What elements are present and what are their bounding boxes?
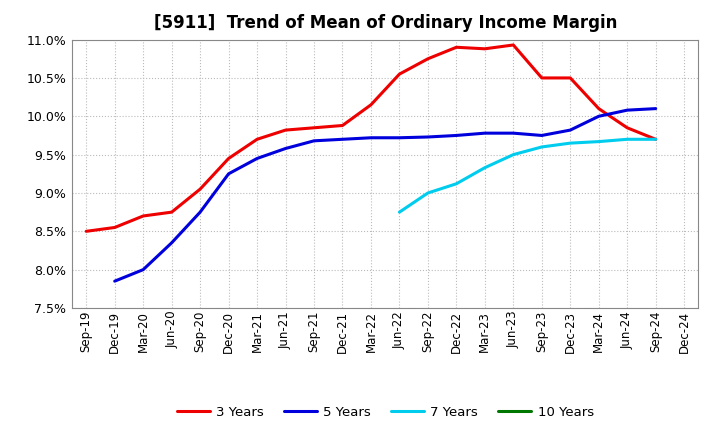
- 3 Years: [537, 75, 546, 81]
- 3 Years: [395, 71, 404, 77]
- 3 Years: [110, 225, 119, 230]
- 5 Years: [452, 133, 461, 138]
- 3 Years: [253, 137, 261, 142]
- 5 Years: [623, 107, 631, 113]
- 5 Years: [509, 131, 518, 136]
- 7 Years: [395, 209, 404, 215]
- 3 Years: [480, 46, 489, 51]
- 3 Years: [225, 156, 233, 161]
- 3 Years: [310, 125, 318, 130]
- 7 Years: [566, 140, 575, 146]
- 5 Years: [167, 240, 176, 246]
- 3 Years: [366, 102, 375, 107]
- 3 Years: [452, 44, 461, 50]
- 5 Years: [253, 156, 261, 161]
- 7 Years: [480, 165, 489, 170]
- Line: 3 Years: 3 Years: [86, 45, 656, 231]
- 5 Years: [652, 106, 660, 111]
- 5 Years: [480, 131, 489, 136]
- 5 Years: [338, 137, 347, 142]
- Line: 5 Years: 5 Years: [114, 109, 656, 281]
- 3 Years: [566, 75, 575, 81]
- Title: [5911]  Trend of Mean of Ordinary Income Margin: [5911] Trend of Mean of Ordinary Income …: [153, 15, 617, 33]
- 5 Years: [595, 114, 603, 119]
- 3 Years: [595, 106, 603, 111]
- 7 Years: [452, 181, 461, 187]
- 5 Years: [110, 279, 119, 284]
- 7 Years: [537, 144, 546, 150]
- 3 Years: [623, 125, 631, 130]
- 3 Years: [82, 229, 91, 234]
- 5 Years: [196, 209, 204, 215]
- 3 Years: [509, 42, 518, 48]
- 3 Years: [423, 56, 432, 62]
- 7 Years: [623, 137, 631, 142]
- 5 Years: [366, 135, 375, 140]
- 5 Years: [537, 133, 546, 138]
- 3 Years: [196, 187, 204, 192]
- 7 Years: [652, 137, 660, 142]
- 5 Years: [423, 134, 432, 139]
- 7 Years: [423, 191, 432, 196]
- 5 Years: [310, 138, 318, 143]
- 5 Years: [282, 146, 290, 151]
- 5 Years: [225, 171, 233, 176]
- 5 Years: [395, 135, 404, 140]
- Legend: 3 Years, 5 Years, 7 Years, 10 Years: 3 Years, 5 Years, 7 Years, 10 Years: [171, 400, 599, 424]
- 5 Years: [566, 128, 575, 133]
- 5 Years: [139, 267, 148, 272]
- 3 Years: [139, 213, 148, 219]
- Line: 7 Years: 7 Years: [400, 139, 656, 212]
- 3 Years: [338, 123, 347, 128]
- 7 Years: [595, 139, 603, 144]
- 3 Years: [652, 137, 660, 142]
- 7 Years: [509, 152, 518, 157]
- 3 Years: [167, 209, 176, 215]
- 3 Years: [282, 128, 290, 133]
